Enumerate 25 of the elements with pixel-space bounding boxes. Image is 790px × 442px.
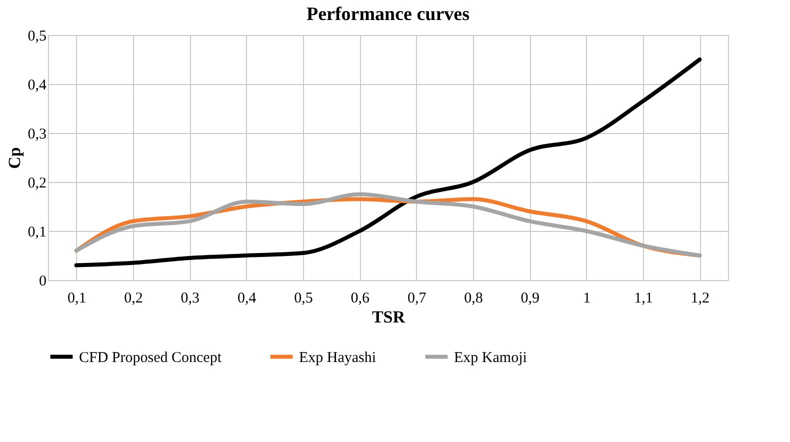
line-series [74,58,702,268]
y-tick-label: 0 [39,274,46,290]
x-tick-label: 0,1 [67,290,86,306]
x-tick-label: 0,6 [350,290,370,306]
y-tick-label: 0,4 [28,78,47,94]
x-tick-label: 0,4 [237,290,257,306]
chart-title: Performance curves [306,4,470,25]
x-tick-label: 1,2 [690,290,710,306]
x-axis-title: TSR [372,308,406,326]
x-tick-label: 0,9 [520,290,540,306]
x-tick-label: 1,1 [634,290,653,306]
y-tick-label: 0,3 [28,126,46,142]
y-tick-label: 0,1 [28,224,46,240]
legend-label: Exp Hayashi [299,350,376,366]
legend-label: CFD Proposed Concept [79,350,222,366]
y-axis-title: Cp [4,147,24,169]
x-tick-label: 1 [583,290,591,306]
x-tick-label: 0,8 [464,290,483,306]
legend-label: Exp Kamoji [454,350,527,366]
x-tick-label: 0,5 [294,290,313,306]
y-tick-label: 0,5 [28,28,46,44]
y-tick-label: 0,2 [28,176,46,192]
x-tick-label: 0,7 [407,290,427,306]
x-tick-label: 0,2 [124,290,143,306]
x-tick-label: 0,3 [180,290,200,306]
